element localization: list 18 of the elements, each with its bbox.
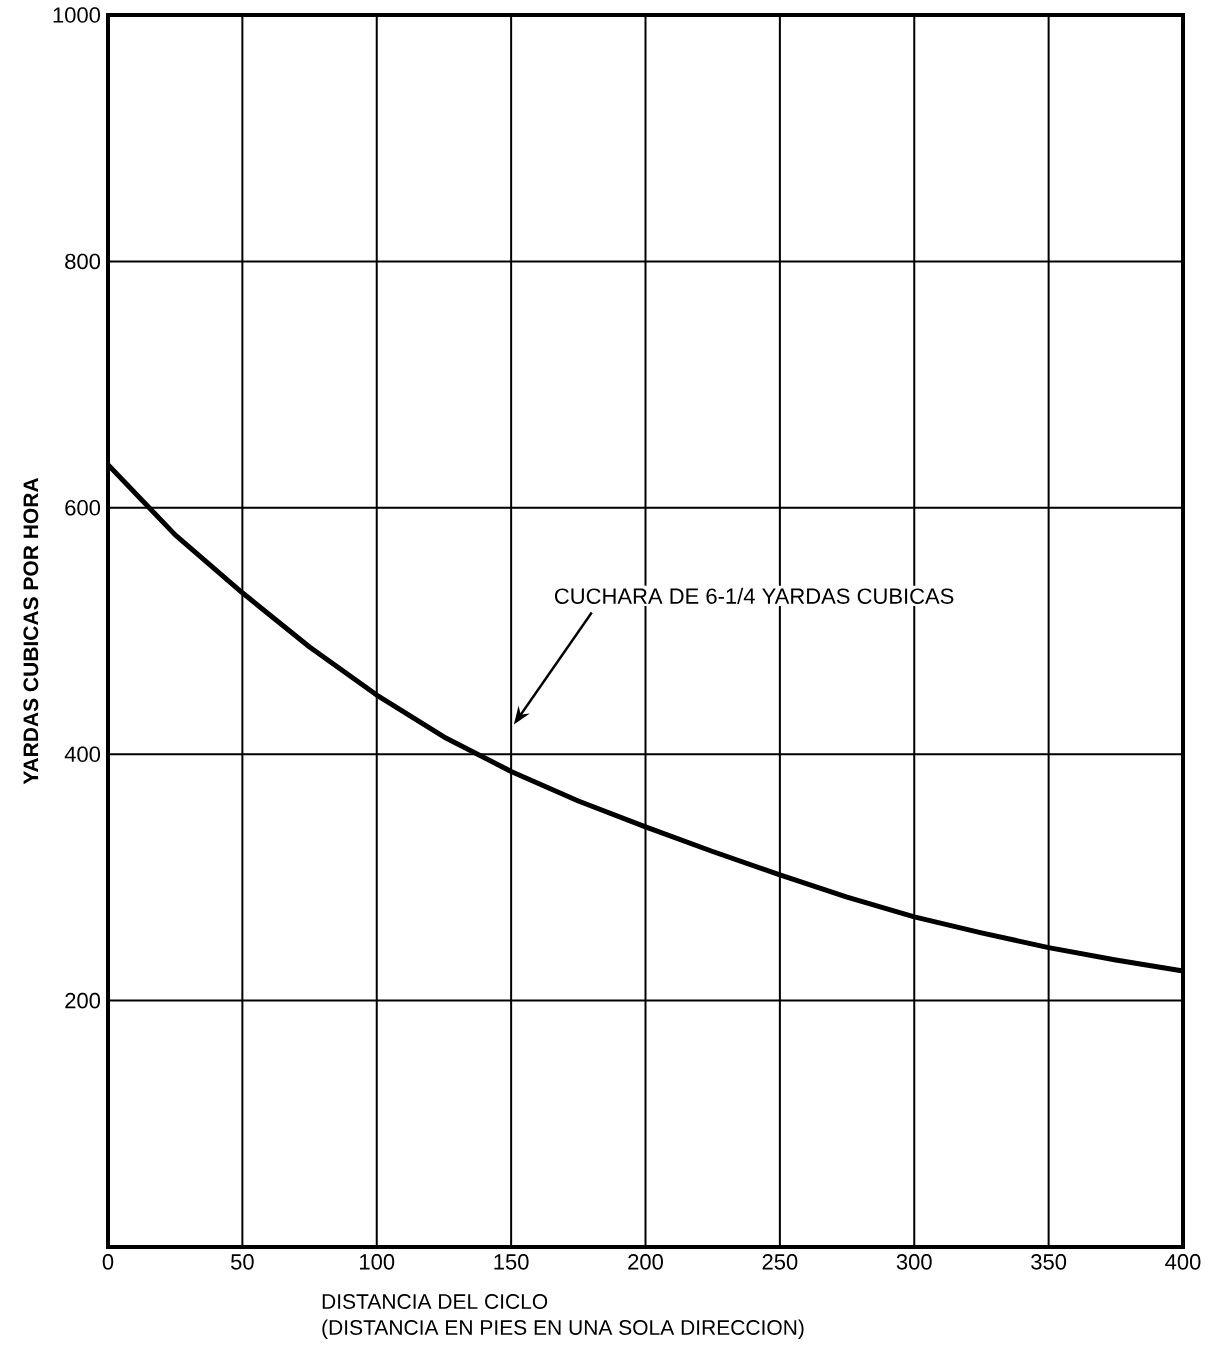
x-tick-label: 50 — [231, 1254, 254, 1270]
x-axis-title: DISTANCIA DEL CICLO — [322, 1294, 548, 1309]
x-tick-label: 150 — [494, 1254, 529, 1270]
x-tick-label: 0 — [102, 1254, 114, 1270]
y-tick-label: 600 — [65, 500, 101, 516]
y-tick-label: 200 — [65, 992, 101, 1009]
x-tick-label: 300 — [896, 1254, 932, 1270]
x-tick-label: 250 — [762, 1254, 798, 1270]
y-tick-label: 400 — [64, 746, 101, 762]
x-tick-label: 200 — [628, 1254, 663, 1270]
x-tick-label: 350 — [1031, 1254, 1067, 1270]
text: (DISTANCIA EN PIES EN UNA SOLA DIRECCION) — [322, 1319, 804, 1340]
y-axis-title: YARDAS CUBICAS POR HORA — [23, 477, 39, 785]
annotation: CUCHARA DE 6-1/4 YARDAS CUBICAS — [554, 587, 954, 604]
y-tick-label: 1000 — [53, 7, 101, 23]
x-tick-label: 400 — [1165, 1254, 1201, 1270]
y-tick-label: 800 — [65, 253, 101, 270]
x-tick-label: 100 — [360, 1254, 395, 1270]
